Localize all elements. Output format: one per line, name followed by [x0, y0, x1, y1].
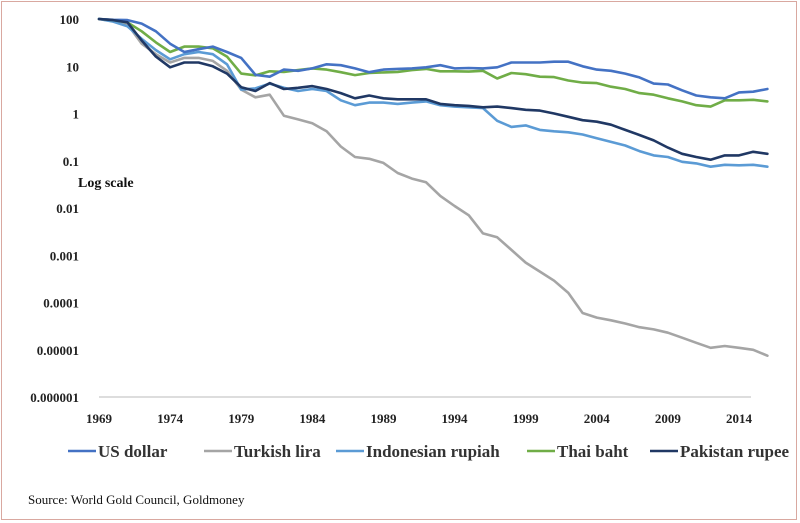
- legend-label: US dollar: [98, 442, 168, 461]
- x-tick-label: 1989: [370, 411, 397, 426]
- x-tick-label: 1969: [86, 411, 113, 426]
- x-tick-label: 1974: [157, 411, 184, 426]
- legend-label: Thai baht: [557, 442, 629, 461]
- y-tick-label: 0.000001: [30, 390, 79, 405]
- x-tick-label: 1979: [228, 411, 255, 426]
- series-line-pakistan-rupee: [97, 17, 769, 161]
- x-tick-label: 2009: [655, 411, 682, 426]
- y-tick-label: 0.00001: [37, 343, 79, 358]
- series-line-indonesian-rupiah: [97, 17, 769, 168]
- x-tick-label: 2014: [726, 411, 753, 426]
- y-axis-ticks: 100 10 1 0.1 0.01 0.001 0.0001 0.00001 0.000001: [30, 12, 79, 405]
- x-axis-ticks: 1969 1974 1979 1984 1989 1994 1999 2004 2009 2014: [86, 411, 753, 426]
- y-tick-label: 0.0001: [43, 296, 79, 311]
- y-tick-label: 0.1: [63, 154, 79, 169]
- x-tick-label: 2004: [584, 411, 611, 426]
- source-note: Source: World Gold Council, Goldmoney: [28, 492, 245, 507]
- series-line-us-dollar: [97, 17, 769, 100]
- legend-label: Indonesian rupiah: [366, 442, 500, 461]
- legend-label: Turkish lira: [234, 442, 321, 461]
- y-tick-label: 0.01: [56, 201, 79, 216]
- y-tick-label: 100: [60, 12, 80, 27]
- series-line-turkish-lira: [97, 17, 769, 358]
- x-tick-label: 1994: [442, 411, 469, 426]
- y-tick-label: 1: [73, 107, 80, 122]
- legend: US dollar Turkish lira Indonesian rupiah Th…: [68, 442, 790, 461]
- y-tick-label: 10: [66, 59, 79, 74]
- series-lines: [97, 17, 769, 358]
- y-tick-label: 0.001: [50, 248, 79, 263]
- x-tick-label: 1999: [513, 411, 540, 426]
- x-tick-label: 1984: [299, 411, 326, 426]
- log-scale-annotation: Log scale: [78, 176, 134, 191]
- legend-label: Pakistan rupee: [680, 442, 790, 461]
